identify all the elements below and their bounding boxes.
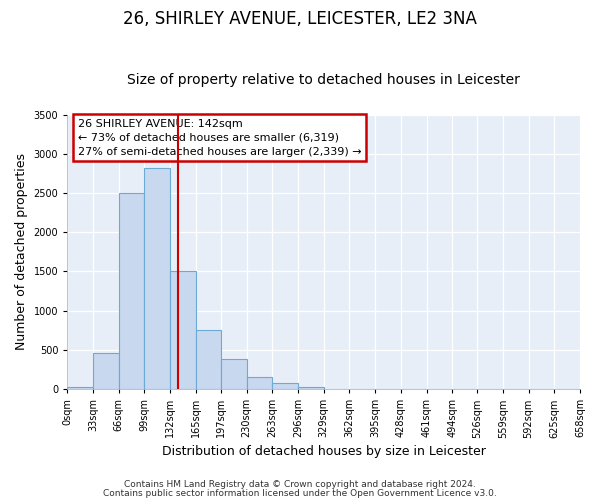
Bar [196,330,221,389]
Bar [272,384,298,389]
Text: 26 SHIRLEY AVENUE: 142sqm
← 73% of detached houses are smaller (6,319)
27% of se: 26 SHIRLEY AVENUE: 142sqm ← 73% of detac… [77,118,361,156]
Bar [221,358,247,389]
Text: 26, SHIRLEY AVENUE, LEICESTER, LE2 3NA: 26, SHIRLEY AVENUE, LEICESTER, LE2 3NA [123,10,477,28]
Bar [170,272,196,389]
Y-axis label: Number of detached properties: Number of detached properties [15,154,28,350]
Text: Contains HM Land Registry data © Crown copyright and database right 2024.: Contains HM Land Registry data © Crown c… [124,480,476,489]
X-axis label: Distribution of detached houses by size in Leicester: Distribution of detached houses by size … [162,444,485,458]
Bar [93,353,119,389]
Title: Size of property relative to detached houses in Leicester: Size of property relative to detached ho… [127,73,520,87]
Text: Contains public sector information licensed under the Open Government Licence v3: Contains public sector information licen… [103,490,497,498]
Bar [67,387,93,389]
Bar [247,378,272,389]
Bar [145,168,170,389]
Bar [298,387,323,389]
Bar [119,193,145,389]
